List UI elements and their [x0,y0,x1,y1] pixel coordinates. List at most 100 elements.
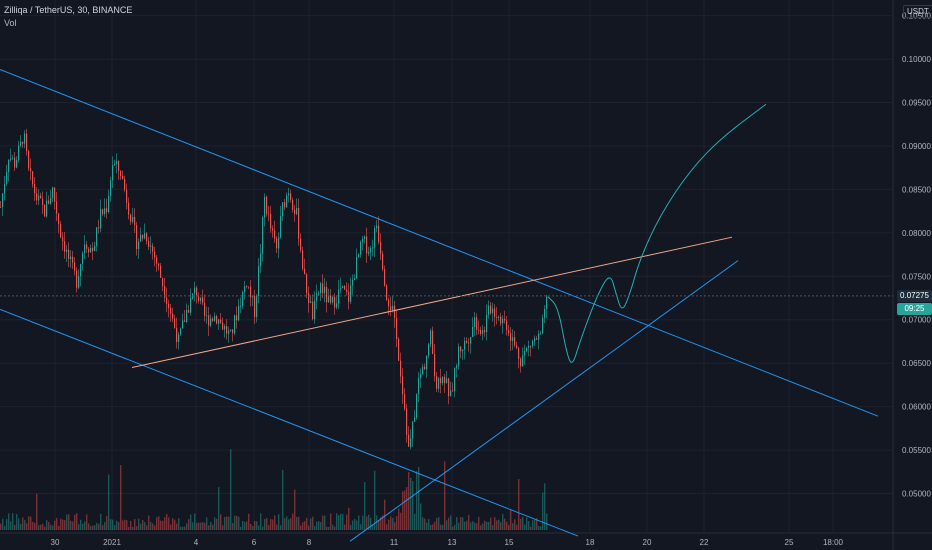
candle-body [34,184,36,194]
volume-bar [60,518,62,530]
volume-bar [162,520,164,530]
volume-bar [488,521,490,530]
volume-bar [204,522,206,530]
volume-bar [2,518,4,530]
volume-bar [40,524,42,530]
volume-bar [382,515,384,530]
candle-body [366,236,368,254]
volume-bar [388,519,390,530]
candle-body [172,313,174,319]
candle-body [190,298,192,313]
candle-body [490,305,492,314]
volume-bar [36,493,38,530]
volume-bar [0,523,2,530]
volume-bar [318,521,320,530]
candle-body [194,287,196,294]
volume-bar [438,516,440,530]
volume-bar [544,483,546,530]
volume-bar [286,516,288,530]
candle-body [310,301,312,303]
candle-body [374,228,376,248]
y-tick-label: 0.05500 [902,446,931,455]
y-tick-label: 0.09000 [902,142,931,151]
candle-body [156,257,158,264]
candle-body [124,178,126,190]
candle-body [184,320,186,322]
volume-bar [300,525,302,530]
volume-bar [232,523,234,530]
projection-path[interactable] [547,103,767,363]
countdown-tag: 09:25 [897,302,932,315]
candle-body [408,434,410,447]
candle-body [460,346,462,352]
volume-bar [298,516,300,530]
volume-bar [542,492,544,530]
volume-bar [302,522,304,530]
volume-bar [414,513,416,530]
volume-bar [260,513,262,530]
candle-body [140,234,142,242]
volume-bar [494,517,496,530]
volume-bar [418,466,420,530]
volume-bar [530,526,532,530]
candle-body [16,159,18,168]
candle-body [232,329,234,334]
volume-bar [384,499,386,530]
volume-bar [338,515,340,530]
volume-bar [70,520,72,530]
volume-bar [308,525,310,530]
x-tick-label: 18 [586,538,595,547]
trendline-rising-support[interactable] [349,260,739,542]
volume-bar [102,525,104,530]
candle-body [238,306,240,321]
volume-bar [270,519,272,530]
volume-bar [496,520,498,530]
candle-body [462,349,464,352]
volume-bar [78,524,80,530]
candle-body [246,286,248,288]
candle-body [274,230,276,239]
candle-body [316,293,318,301]
candle-body [400,360,402,377]
x-tick-label: 18:00 [823,538,844,547]
volume-indicator-label[interactable]: Vol [4,18,17,28]
candle-body [510,333,512,341]
volume-histogram [0,449,548,530]
candle-body [492,308,494,314]
time-axis[interactable]: 30 2021 4 6 8 11 13 15 18 20 22 25 18:00 [51,538,844,547]
candle-body [386,285,388,300]
candle-body [248,286,250,288]
volume-bar [160,520,162,530]
trendline-upper-channel[interactable] [0,69,879,417]
candle-body [508,330,510,334]
candle-body [382,253,384,270]
x-tick-label: 4 [194,538,199,547]
drawing-layer[interactable] [0,69,879,542]
trendline-lower-channel[interactable] [0,308,579,537]
volume-bar [446,520,448,530]
candle-body [144,233,146,239]
symbol-title[interactable]: Zilliqa / TetherUS, 30, BINANCE [4,5,133,15]
volume-bar [106,515,108,530]
candle-body [174,318,176,328]
volume-bar [436,518,438,530]
candle-body [330,295,332,303]
candle-body [482,330,484,334]
candle-body [470,337,472,344]
volume-bar [144,522,146,530]
volume-bar [526,517,528,530]
trendline-resistance[interactable] [131,236,733,369]
candle-body [214,316,216,321]
volume-bar [136,526,138,530]
price-axis[interactable]: 0.10500 0.10000 0.09500 0.09000 0.08500 0.080… [902,12,931,499]
candle-body [524,350,526,356]
candle-body [58,213,60,225]
volume-bar [412,481,414,530]
volume-bar [376,515,378,530]
volume-bar [482,523,484,530]
candle-body [254,296,256,318]
volume-bar [224,517,226,530]
volume-bar [166,513,168,530]
candle-body [282,202,284,217]
